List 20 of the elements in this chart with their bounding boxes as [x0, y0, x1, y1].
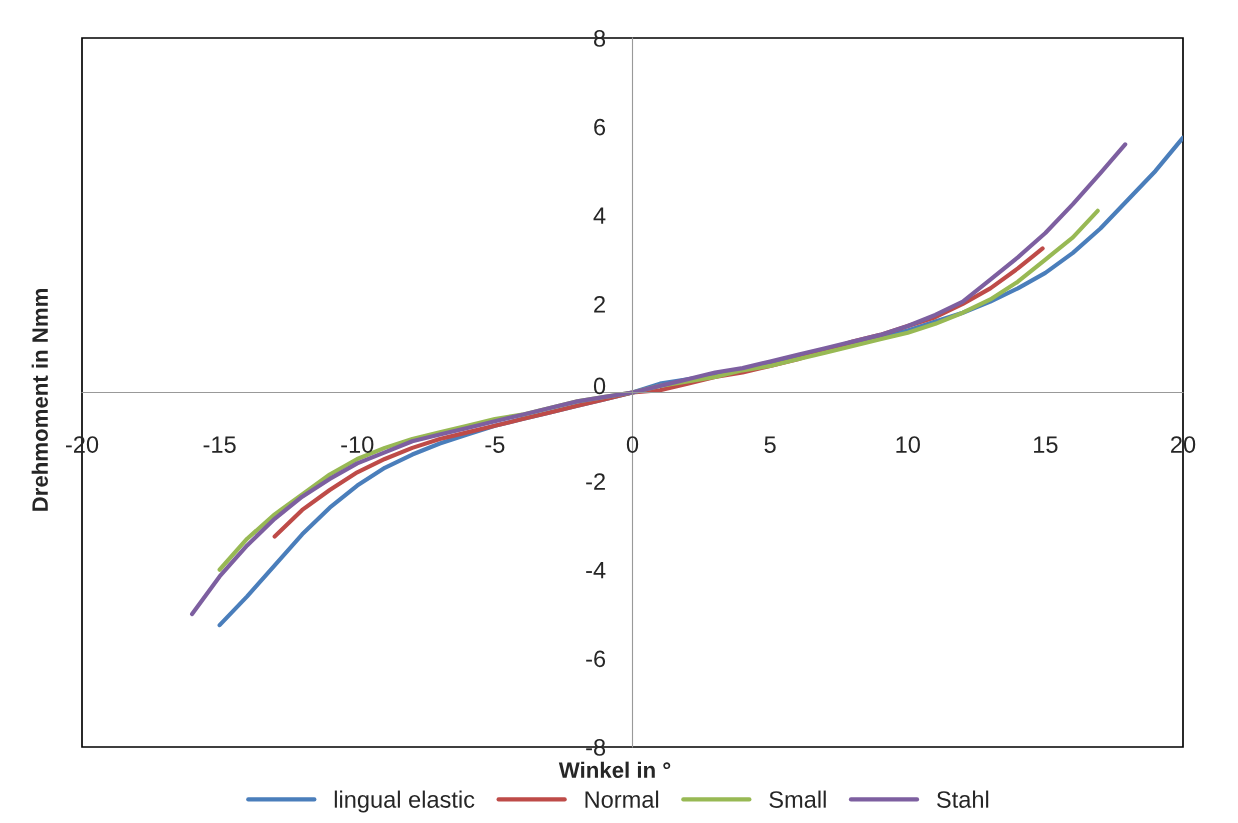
y-tick-label: -6 [586, 650, 606, 668]
legend-label: lingual elastic [334, 790, 475, 813]
y-axis-title: Drehmoment in Nmm [31, 289, 48, 511]
y-tick-label: 6 [594, 118, 606, 136]
x-tick-label: -5 [485, 436, 505, 453]
y-tick-label: -4 [586, 562, 606, 579]
x-tick-label: 15 [1034, 436, 1058, 453]
legend-label: Small [769, 790, 826, 808]
legend-label: Stahl [937, 790, 989, 808]
x-tick-label: 0 [626, 436, 639, 453]
x-axis-title: Winkel in ° [558, 761, 671, 778]
y-tick-label: 2 [594, 295, 605, 313]
x-tick-label: -10 [341, 436, 374, 453]
y-tick-label: -2 [586, 473, 605, 490]
x-tick-label: 10 [896, 436, 920, 453]
x-tick-label: 5 [764, 436, 776, 453]
x-tick-label: -15 [203, 436, 236, 453]
y-tick-label: 4 [593, 207, 606, 224]
legend-label: Normal [585, 790, 659, 808]
y-tick-label: 0 [593, 377, 606, 395]
